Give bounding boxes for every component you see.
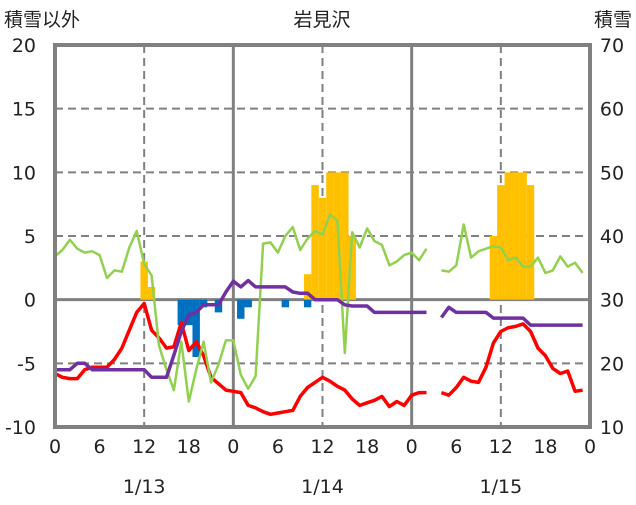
x-tick-label: 18 <box>355 436 379 458</box>
orange-bars-bar <box>519 172 527 300</box>
x-tick-label: 12 <box>489 436 513 458</box>
orange-bars-bar <box>348 236 356 300</box>
right-axis-title: 積雪 <box>594 9 632 31</box>
orange-bars-bar <box>303 274 312 300</box>
right-tick-label: 40 <box>600 226 624 248</box>
x-tick-label: 0 <box>227 436 239 458</box>
right-tick-label: 20 <box>600 353 624 375</box>
left-tick-label: 20 <box>12 35 36 57</box>
right-tick-label: 70 <box>600 35 624 57</box>
right-tick-label: 30 <box>600 290 624 312</box>
blue-bars-bar <box>244 299 252 308</box>
x-tick-label: 0 <box>49 436 61 458</box>
orange-bars-bar <box>526 185 535 300</box>
orange-bars-bar <box>311 185 319 300</box>
x-tick-label: 0 <box>406 436 418 458</box>
lines <box>54 213 584 417</box>
left-tick-label: -5 <box>17 353 36 375</box>
x-tick-label: 6 <box>272 436 284 458</box>
date-label: 1/15 <box>479 476 522 498</box>
bars <box>140 172 535 357</box>
orange-bars-bar <box>511 172 520 300</box>
date-label: 1/14 <box>301 476 344 498</box>
blue-bars-bar <box>177 299 186 326</box>
plot-border <box>53 43 592 429</box>
x-tick-label: 18 <box>177 436 201 458</box>
left-tick-label: 0 <box>24 290 36 312</box>
orange-bars-bar <box>504 172 512 300</box>
orange-bars-bar <box>326 172 334 300</box>
orange-bars-bar <box>318 197 327 300</box>
left-tick-label: 15 <box>12 99 36 121</box>
date-label: 1/13 <box>123 476 166 498</box>
x-tick-label: 0 <box>584 436 596 458</box>
right-tick-label: 50 <box>600 162 624 184</box>
chart-title: 岩見沢 <box>293 9 350 31</box>
left-axis-title: 積雪以外 <box>4 9 80 31</box>
blue-bars-bar <box>185 299 193 326</box>
x-tick-label: 6 <box>94 436 106 458</box>
orange-bars-bar <box>341 172 349 300</box>
orange-bars-bar <box>147 286 156 300</box>
left-tick-label: 5 <box>24 226 36 248</box>
green-line <box>54 213 584 403</box>
orange-bars-bar <box>140 261 148 300</box>
blue-bars-bar <box>303 299 312 308</box>
orange-bars-bar <box>489 236 498 300</box>
orange-bars-bar <box>497 185 505 300</box>
x-tick-label: 6 <box>450 436 462 458</box>
x-tick-label: 12 <box>310 436 334 458</box>
plot-frame <box>53 43 592 429</box>
right-tick-label: 60 <box>600 99 624 121</box>
left-tick-label: -10 <box>5 417 36 439</box>
blue-bars-bar <box>281 299 290 308</box>
blue-bars-bar <box>237 299 245 319</box>
purple-line <box>55 278 583 380</box>
x-tick-label: 12 <box>132 436 156 458</box>
blue-bars-bar <box>192 299 200 357</box>
red-line <box>54 301 583 417</box>
left-tick-label: 10 <box>12 162 36 184</box>
x-tick-label: 18 <box>533 436 557 458</box>
right-tick-label: 10 <box>600 417 624 439</box>
